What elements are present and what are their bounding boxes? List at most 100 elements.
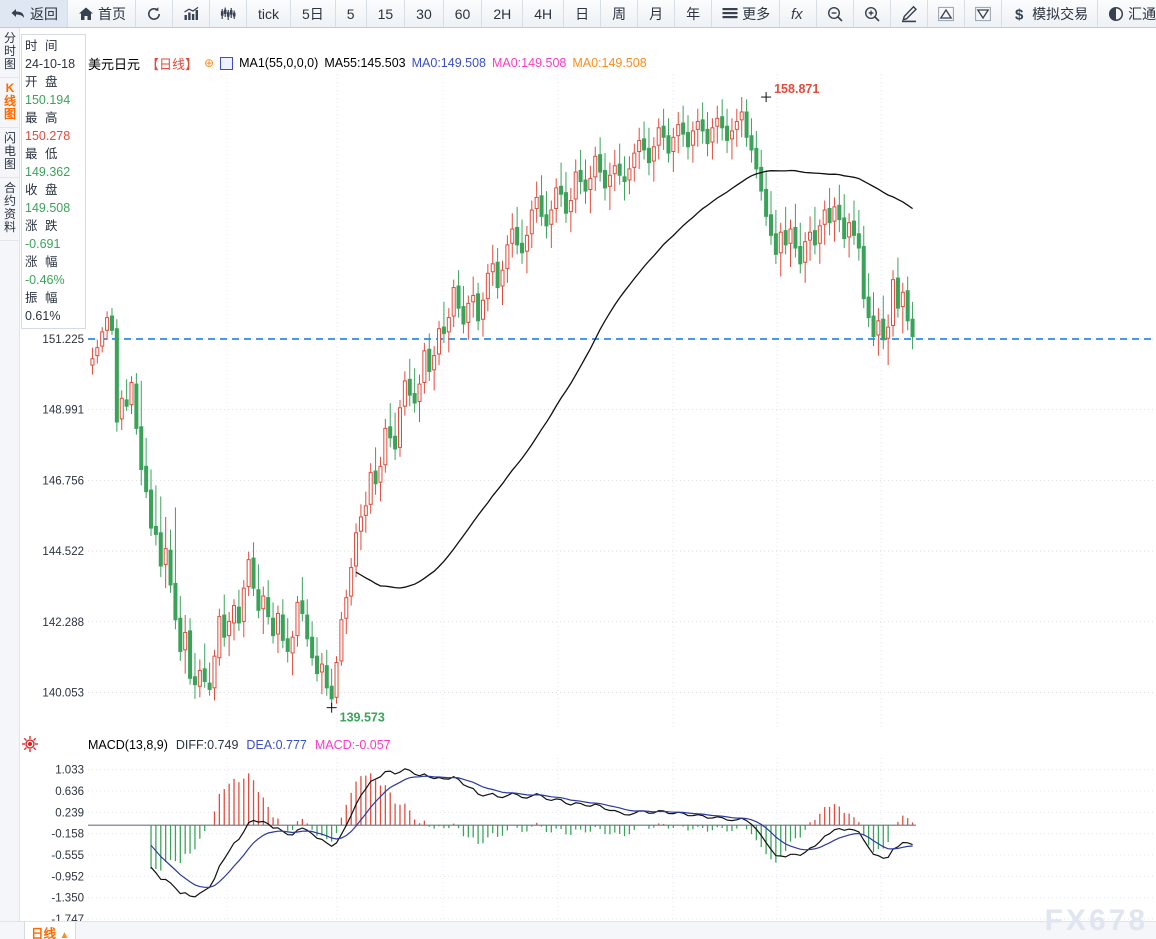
candlestick-icon: [220, 7, 236, 20]
macd-title: MACD(13,8,9): [88, 738, 168, 752]
status-period-tab[interactable]: 日线 ▲: [24, 922, 77, 939]
svg-text:fx: fx: [791, 6, 803, 23]
chart-type-button[interactable]: [173, 0, 210, 27]
macd-axis-tick: -0.158: [51, 829, 84, 841]
period-5min[interactable]: 5: [336, 0, 367, 27]
ma-params-label: MA1(55,0,0,0): [239, 56, 319, 70]
candle-series: [90, 97, 915, 708]
price-axis-tick: 140.053: [42, 687, 84, 699]
macd-indicator-header: MACD(13,8,9) DIFF:0.749 DEA:0.777 MACD:-…: [88, 737, 391, 753]
period-4hour-label: 4H: [534, 5, 553, 22]
sidebar-tab-timeshare[interactable]: 分时图: [0, 28, 20, 78]
macd-diff-value: DIFF:0.749: [175, 738, 239, 752]
chart-area[interactable]: 美元日元 【日线】 ⊕ MA1(55,0,0,0) MA55:145.503 M…: [20, 28, 1156, 921]
ohlc-key: 涨 幅: [25, 255, 60, 269]
ohlc-info-panel: 时 间 24-10-18 开 盘 150.194 最 高 150.278 最 低 149.36…: [21, 34, 86, 329]
candlestick-chart[interactable]: 151.225 148.991 146.756 144.522 142.288 140.0…: [20, 28, 1156, 921]
price-indicator-header: 美元日元 【日线】 ⊕ MA1(55,0,0,0) MA55:145.503 M…: [88, 54, 647, 72]
high-price-annotation: 158.871: [774, 82, 819, 96]
period-15min[interactable]: 15: [367, 0, 406, 27]
ohlc-key: 开 盘: [25, 75, 60, 89]
formula-button[interactable]: fx: [780, 0, 818, 27]
ohlc-key: 最 低: [25, 147, 60, 161]
home-button[interactable]: 首页: [68, 0, 136, 27]
ohlc-value: -0.46%: [25, 273, 65, 287]
macd-diff-line: [150, 768, 913, 898]
draw-button[interactable]: [891, 0, 929, 27]
period-day[interactable]: 日: [564, 0, 602, 27]
refresh-button[interactable]: [136, 0, 173, 27]
period-year[interactable]: 年: [675, 0, 713, 27]
zoom-out-icon: [828, 6, 843, 22]
zoom-in-icon: [865, 6, 880, 22]
status-bar: 日线 ▲: [0, 921, 1156, 939]
candlestick-button[interactable]: [210, 0, 247, 27]
symbol-label: 美元日元: [88, 56, 141, 72]
zoom-in-button[interactable]: [854, 0, 892, 27]
macd-dea-value: DEA:0.777: [246, 738, 307, 752]
macd-axis-tick: -1.350: [51, 893, 84, 905]
status-period-label: 日线: [31, 927, 57, 939]
period-30min-label: 30: [416, 5, 432, 22]
ohlc-key: 收 盘: [25, 183, 60, 197]
macd-axis-tick: 0.239: [55, 807, 84, 819]
fx678-button-label: 汇通财经: [1128, 5, 1156, 22]
period-5min-label: 5: [346, 5, 355, 22]
demo-trade-button[interactable]: $ 模拟交易: [1002, 0, 1099, 27]
price-axis-tick: 146.756: [42, 475, 84, 487]
back-button[interactable]: 返回: [0, 0, 68, 27]
more-button[interactable]: 更多: [712, 0, 781, 27]
period-60min[interactable]: 60: [444, 0, 483, 27]
macd-dea-line: [150, 775, 913, 888]
logo-icon: [1109, 6, 1124, 21]
price-axis-tick: 144.522: [42, 546, 84, 558]
ohlc-value: 149.362: [25, 165, 71, 179]
ohlc-key: 时 间: [25, 39, 60, 53]
demo-trade-button-label: 模拟交易: [1032, 5, 1089, 22]
triangle-up-icon: ▲: [59, 930, 70, 939]
sidebar-tab-contract[interactable]: 合约资料: [0, 178, 20, 241]
macd-macd-value: MACD:-0.057: [314, 738, 391, 752]
period-4hour[interactable]: 4H: [523, 0, 565, 27]
macd-histogram: [150, 773, 914, 871]
macd-axis-tick: -0.952: [51, 871, 84, 883]
ma0-magenta-value: MA0:149.508: [491, 56, 567, 70]
price-axis-tick: 151.225: [42, 334, 84, 346]
macd-axis-tick: -0.555: [51, 850, 84, 862]
indicator-icon[interactable]: [220, 56, 234, 70]
period-tick[interactable]: tick: [247, 0, 291, 27]
zoom-out-button[interactable]: [817, 0, 855, 27]
triangle-down-button[interactable]: [965, 0, 1003, 27]
ohlc-key: 振 幅: [25, 291, 60, 305]
period-2hour[interactable]: 2H: [482, 0, 524, 27]
period-year-label: 年: [686, 5, 701, 22]
ma0-orange-value: MA0:149.508: [572, 56, 647, 70]
refresh-icon: [148, 6, 160, 20]
period-30min[interactable]: 30: [405, 0, 444, 27]
period-week[interactable]: 周: [601, 0, 639, 27]
price-axis-tick: 142.288: [42, 617, 84, 629]
sidebar-tab-lightning[interactable]: 闪电图: [0, 128, 20, 178]
period-month[interactable]: 月: [638, 0, 676, 27]
period-label: 【日线】: [146, 56, 199, 72]
macd-settings-icon[interactable]: [20, 734, 40, 754]
ma55-value: MA55:145.503: [324, 56, 406, 70]
triangle-up-button[interactable]: [928, 0, 966, 27]
settings-dot-icon[interactable]: ⊕: [204, 56, 215, 70]
triangle-up-icon: [938, 6, 955, 21]
back-arrow-icon: [11, 8, 24, 18]
price-axis-tick: 148.991: [42, 405, 84, 417]
ma55-line: [355, 169, 913, 589]
macd-axis-tick: 1.033: [55, 765, 84, 777]
fx678-button[interactable]: 汇通财经: [1098, 0, 1156, 27]
pencil-icon: [902, 5, 918, 22]
macd-axis-tick: -1.747: [51, 914, 84, 921]
period-day-label: 日: [575, 5, 590, 22]
period-5day[interactable]: 5日: [291, 0, 336, 27]
macd-axis-tick: 0.636: [55, 786, 84, 798]
bar-chart-icon: [184, 6, 199, 20]
